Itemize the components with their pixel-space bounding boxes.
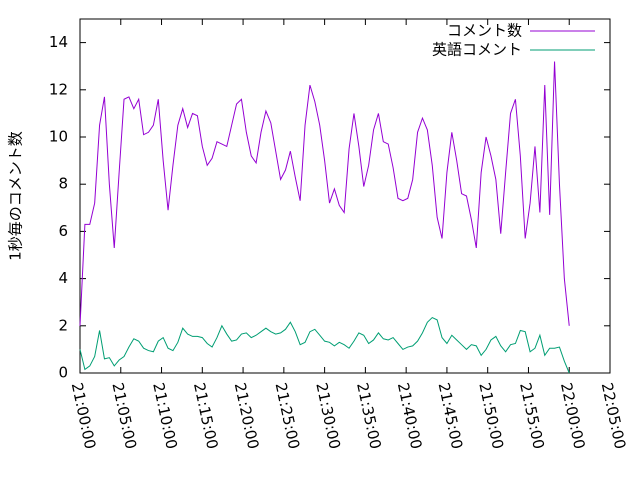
x-tick-label: 21:55:00 — [516, 381, 548, 451]
x-tick-label: 22:05:00 — [598, 381, 630, 451]
series-line — [79, 316, 570, 374]
x-tick-label: 21:45:00 — [435, 381, 467, 451]
x-tick-label: 21:15:00 — [190, 381, 222, 451]
x-tick-label: 21:30:00 — [312, 381, 344, 451]
x-tick-label: 21:05:00 — [108, 381, 140, 451]
x-tick-label: 21:40:00 — [394, 381, 426, 451]
series-line — [79, 61, 570, 326]
y-tick-label: 6 — [58, 222, 68, 240]
x-tick-label: 21:00:00 — [68, 381, 100, 451]
y-tick-label: 0 — [58, 364, 68, 382]
x-tick-label: 22:00:00 — [557, 381, 589, 451]
plot-frame — [79, 18, 611, 374]
y-tick-label: 10 — [49, 128, 68, 146]
x-tick-label: 21:20:00 — [231, 381, 263, 451]
y-tick-label: 2 — [58, 316, 68, 334]
y-tick-label: 14 — [49, 33, 68, 51]
y-tick-label: 8 — [58, 175, 68, 193]
legend-label: 英語コメント — [432, 41, 522, 59]
legend-label: コメント数 — [447, 22, 522, 40]
y-axis-label: 1秒毎のコメント数 — [7, 131, 25, 261]
x-tick-label: 21:50:00 — [475, 381, 507, 451]
x-tick-label: 21:10:00 — [149, 381, 181, 451]
x-tick-label: 21:25:00 — [272, 381, 304, 451]
y-tick-label: 4 — [58, 269, 68, 287]
x-tick-label: 21:35:00 — [353, 381, 385, 451]
y-tick-label: 12 — [49, 80, 68, 98]
